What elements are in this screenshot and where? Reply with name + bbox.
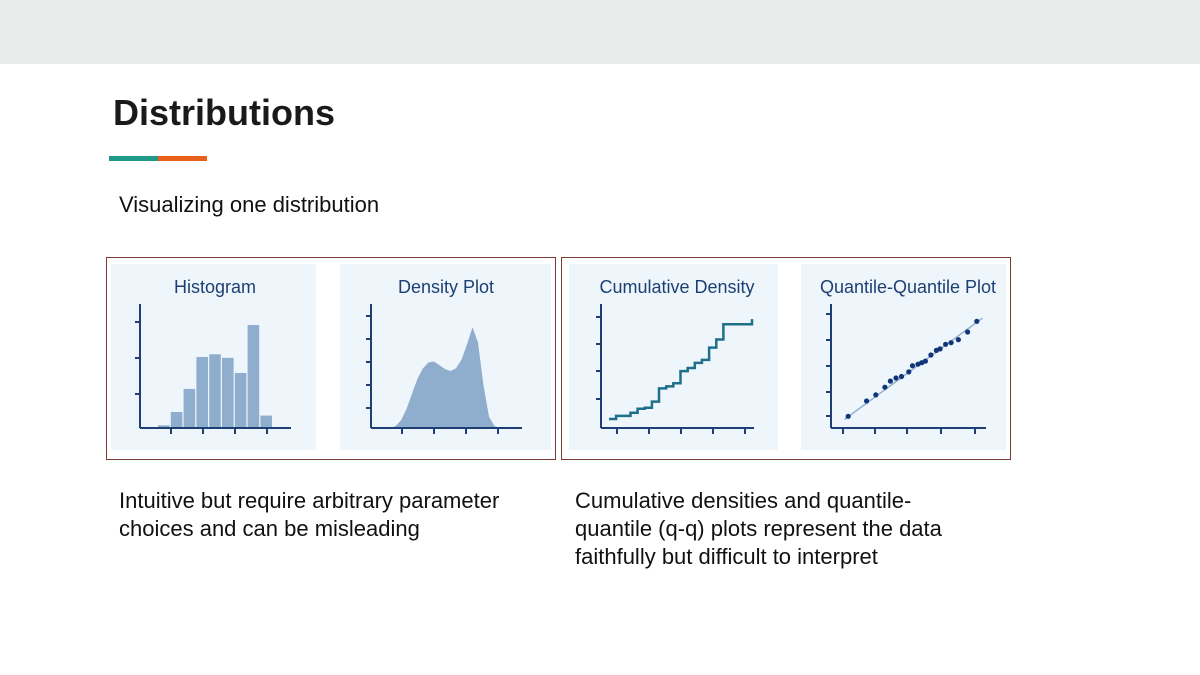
histogram-bar [183,388,196,428]
qq-point [928,352,934,358]
qq-point [922,358,928,364]
qq-point [906,369,912,375]
histogram-bar [170,412,183,428]
qq-point [845,413,851,419]
page-title: Distributions [113,92,335,133]
caption-left: Intuitive but require arbitrary paramete… [119,488,500,541]
qq-point [937,346,943,352]
qq-point [974,318,980,324]
histogram-bar [234,372,247,428]
qq-point [864,398,870,404]
density-panel: Density Plot [340,264,551,450]
plot-title: Histogram [174,277,256,297]
histogram-bar [158,425,170,428]
cumulative-step-line [609,319,754,421]
histogram-panel: Histogram [111,264,316,450]
histogram-bar [247,325,260,428]
top-band [0,0,1200,64]
accent-bar-orange [158,156,207,161]
qq-point [943,341,949,347]
qq-point [893,375,899,381]
histogram-bar [260,415,272,428]
accent-bar-teal [109,156,158,161]
qq-point [965,329,971,335]
histogram-bar [196,356,208,428]
qq-point [882,384,888,390]
qq-point [948,340,954,346]
reference-line [844,317,983,421]
plot-title: Cumulative Density [599,277,754,297]
qq-chart: Quantile-Quantile Plot [820,277,996,434]
histogram-chart: Histogram [135,277,291,434]
plot-title: Quantile-Quantile Plot [820,277,996,297]
qq-point [873,392,879,398]
qq-point [909,363,916,369]
density-area [390,327,500,428]
qq-point [955,337,961,343]
cumulative-panel: Cumulative Density [569,264,778,450]
qq-point [887,378,893,384]
subtitle: Visualizing one distribution [119,192,380,217]
histogram-bar [209,354,221,428]
histogram-bar [222,357,234,428]
caption-right: Cumulative densities and quantile-quanti… [575,488,942,569]
qq-panel: Quantile-Quantile Plot [801,264,1006,450]
cumulative-density-chart: Cumulative Density [596,277,755,434]
plot-title: Density Plot [398,277,494,297]
qq-point [898,373,905,380]
density-chart: Density Plot [366,277,522,434]
